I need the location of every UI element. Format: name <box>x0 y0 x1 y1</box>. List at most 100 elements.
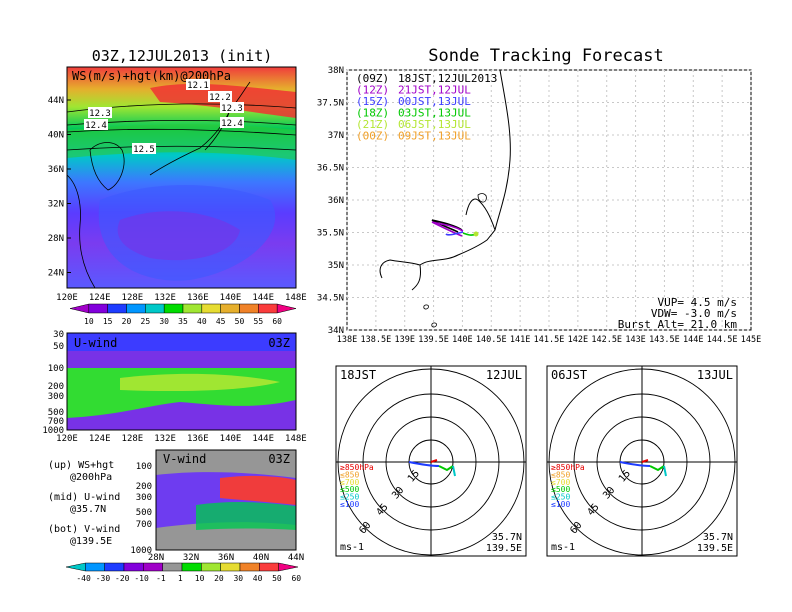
map-lon-tick: 140E <box>220 293 242 303</box>
level-label: ≥850hPa <box>340 463 374 472</box>
tracking-lat-tick: 35N <box>328 261 344 271</box>
colorbar-segment <box>239 303 259 314</box>
wind-colorbar-tick: -30 <box>96 574 111 583</box>
legend-mid-2: @35.7N <box>70 504 106 515</box>
contour-label-bg <box>208 91 232 102</box>
colorbar-segment <box>201 303 221 314</box>
vwind-frame <box>155 449 297 551</box>
colorbar-tick: 60 <box>272 317 282 326</box>
wind-colorbar-tick: -1 <box>156 574 166 583</box>
uwind-lon-tick: 124E <box>89 434 111 444</box>
colorbar-tick: 25 <box>141 317 151 326</box>
launch-jst: 18JST,12JUL2013 <box>398 72 497 85</box>
level-label: ≤100 <box>551 500 570 509</box>
uwind-light-band <box>120 373 280 392</box>
uwind-p-tick: 200 <box>48 382 64 392</box>
map-lat-tick: 44N <box>48 96 64 106</box>
level-label: ≤700 <box>340 478 359 487</box>
launch-jst: 21JST,12JUL <box>398 84 471 97</box>
contour-lines <box>67 103 296 151</box>
contour-label: 12.4 <box>221 119 243 129</box>
level-label: ≤850 <box>340 470 359 479</box>
launch-utc: (12Z) <box>356 84 389 97</box>
wind-colorbar-tick: 1 <box>178 574 183 583</box>
tracking-lon-tick: 139E <box>394 335 414 345</box>
level-label: ≤250 <box>551 493 570 502</box>
wind-colorbar-tick: 10 <box>195 574 205 583</box>
hodograph-unit: ms-1 <box>551 542 575 553</box>
launch-utc: (09Z) <box>356 72 389 85</box>
tracking-lon-tick: 142E <box>568 335 588 345</box>
tracking-lon-tick: 140E <box>452 335 472 345</box>
uwind-p-tick: 300 <box>48 392 64 402</box>
colorbar-tick: 15 <box>103 317 113 326</box>
vup-text: VUP= 4.5 m/s <box>658 296 737 309</box>
uwind-lon-ticks: 120E 124E 128E 132E 136E 140E 144E 148E <box>56 434 307 444</box>
wind-colorbar-segment <box>143 562 163 572</box>
vwind-p-tick: 700 <box>136 520 152 530</box>
wind-colorbar-tick: 50 <box>272 574 282 583</box>
hodograph-lat: 35.7N <box>703 532 733 543</box>
sado-island <box>477 193 487 203</box>
launch-utc: (21Z) <box>356 118 389 131</box>
contour-labels: 12.112.212.3 12.312.4 12.412.5 <box>84 79 244 155</box>
colorbar-tick: 20 <box>122 317 132 326</box>
vwind-time: 03Z <box>268 452 290 466</box>
level-label: ≤500 <box>340 485 359 494</box>
wind-colorbar-segment <box>201 562 221 572</box>
track-purple <box>431 221 464 237</box>
uwind-lon-tick: 136E <box>187 434 209 444</box>
burst-text: Burst Alt= 21.0 km <box>618 318 738 331</box>
colorbar-segment <box>276 303 297 314</box>
legend-up-2: @200hPa <box>70 472 112 483</box>
colorbar-segment <box>163 303 184 314</box>
hodograph-lon: 139.5E <box>486 543 522 554</box>
colorbar-tick: 35 <box>178 317 188 326</box>
level-label: ≤250 <box>340 493 359 502</box>
vwind-p-tick: 500 <box>136 508 152 518</box>
vwind-p-tick: 100 <box>136 462 152 472</box>
uwind-label: U-wind <box>74 336 117 350</box>
vwind-lat-ticks: 28N 32N 36N 40N 44N <box>148 553 304 563</box>
map-lon-tick: 144E <box>252 293 274 303</box>
vwind-label: V-wind <box>163 452 206 466</box>
vwind-lat-tick: 40N <box>253 553 269 563</box>
coastline-japan <box>149 81 251 176</box>
uwind-lon-tick: 132E <box>154 434 176 444</box>
launch-legend: (09Z) 18JST,12JUL2013 (12Z) 21JST,12JUL (15Z… <box>356 72 497 143</box>
hodograph-time: 18JST <box>340 368 376 382</box>
tracking-lon-tick: 138.5E <box>360 335 391 345</box>
hodograph-right: 06JST 13JUL15304560≥850hPa≤850≤700≤500≤25… <box>546 365 738 557</box>
tracking-lat-tick: 34N <box>328 326 344 336</box>
tracking-lon-tick: 143E <box>625 335 645 345</box>
vwind-red-field <box>220 475 296 505</box>
tracking-lat-tick: 37N <box>328 131 344 141</box>
hodograph-date: 13JUL <box>697 368 733 382</box>
colorbar-segment <box>220 303 240 314</box>
hodo-trace-cyan <box>452 465 456 477</box>
level-label: ≤850 <box>551 470 570 479</box>
wind-colorbar-tick: -40 <box>76 574 91 583</box>
wind-colorbar-segment <box>162 562 183 572</box>
colorbar-tick: 30 <box>159 317 169 326</box>
colorbar-tick: 45 <box>216 317 226 326</box>
hodo-trace-blue <box>408 461 440 467</box>
uwind-p-tick: 30 <box>53 330 64 340</box>
level-label: ≤700 <box>551 478 570 487</box>
tracking-lon-tick: 144.5E <box>707 335 738 345</box>
contour-label-bg <box>84 119 108 130</box>
tracking-title: Sonde Tracking Forecast <box>428 46 663 66</box>
wind-colorbar-segment <box>181 562 202 572</box>
hodograph-date: 12JUL <box>486 368 522 382</box>
tracking-lon-tick: 139.5E <box>418 335 449 345</box>
wind-colorbar-segment <box>123 562 144 572</box>
contour-label-bg <box>132 143 156 154</box>
tracking-lon-tick: 142.5E <box>591 335 622 345</box>
uwind-frame <box>66 332 297 431</box>
purple-pool <box>117 211 240 261</box>
contour-label-bg <box>220 117 244 128</box>
uwind-p-tick: 100 <box>48 364 64 374</box>
